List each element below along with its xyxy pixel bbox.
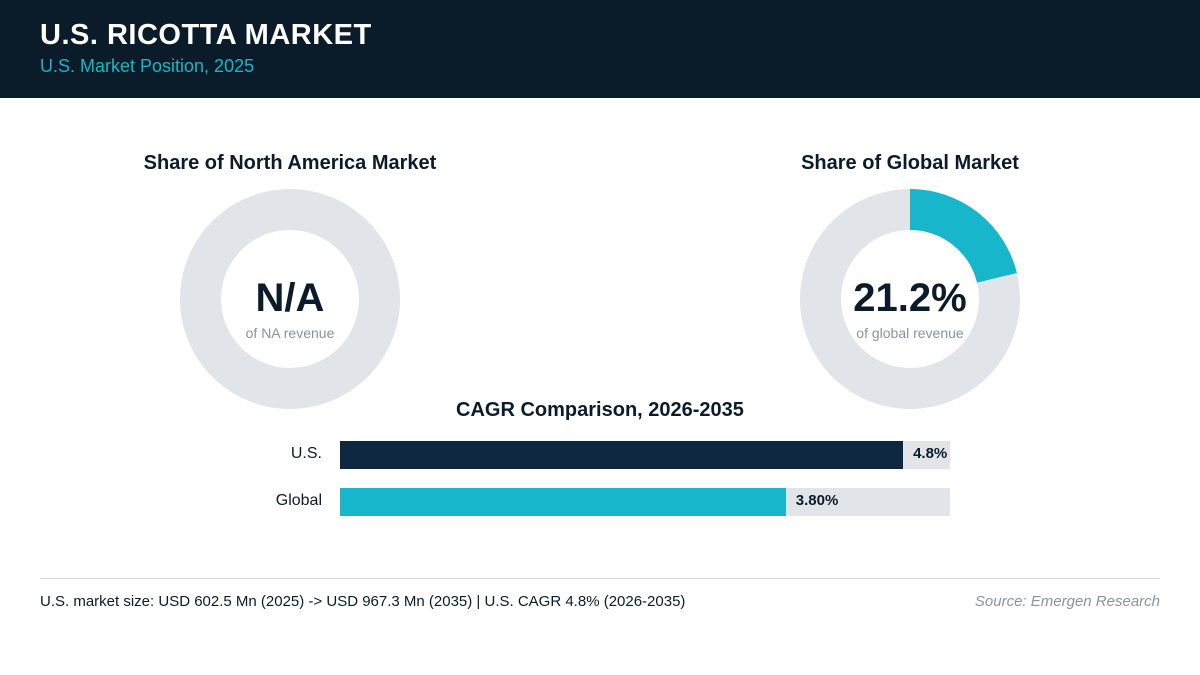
cagr-bar-global — [340, 488, 786, 516]
footer-source: Source: Emergen Research — [974, 593, 1160, 610]
cagr-bar-label-global: Global — [275, 492, 322, 509]
na-donut-track — [180, 189, 400, 409]
na-share-title: Share of North America Market — [143, 152, 437, 174]
page-subtitle: U.S. Market Position, 2025 — [40, 56, 255, 76]
cagr-bar-row-us: U.S. 4.8% — [0, 441, 1200, 469]
global-donut-center: 21.2% of global revenue — [800, 275, 1020, 341]
cagr-chart-title: CAGR Comparison, 2026-2035 — [456, 399, 744, 421]
na-share-value: N/A — [255, 276, 325, 320]
cagr-bar-track-us: 4.8% — [340, 441, 950, 469]
page-title: U.S. RICOTTA MARKET — [40, 19, 372, 51]
global-share-donut-svg — [800, 189, 1020, 409]
global-share-title: Share of Global Market — [801, 152, 1019, 174]
na-share-donut-svg — [180, 189, 400, 409]
global-donut-share-slice — [909, 189, 1017, 284]
cagr-bar-row-global: Global 3.80% — [0, 488, 1200, 516]
global-share-donut: 21.2% of global revenue — [800, 189, 1020, 409]
cagr-bar-us — [340, 441, 904, 469]
na-donut-center: N/A of NA revenue — [180, 275, 400, 341]
header-bar: U.S. RICOTTA MARKET U.S. Market Position… — [0, 0, 1200, 98]
cagr-bar-label-us: U.S. — [290, 445, 322, 462]
na-share-caption: of NA revenue — [245, 325, 335, 341]
cagr-bar-value-us: 4.8% — [913, 445, 948, 462]
cagr-bar-track-global: 3.80% — [340, 488, 950, 516]
na-share-donut: N/A of NA revenue — [180, 189, 400, 409]
global-share-caption: of global revenue — [856, 325, 964, 341]
cagr-bar-value-global: 3.80% — [795, 492, 839, 509]
footer-market-size-note: U.S. market size: USD 602.5 Mn (2025) ->… — [40, 593, 686, 610]
global-share-value: 21.2% — [853, 276, 967, 320]
footer-divider — [40, 578, 1160, 579]
